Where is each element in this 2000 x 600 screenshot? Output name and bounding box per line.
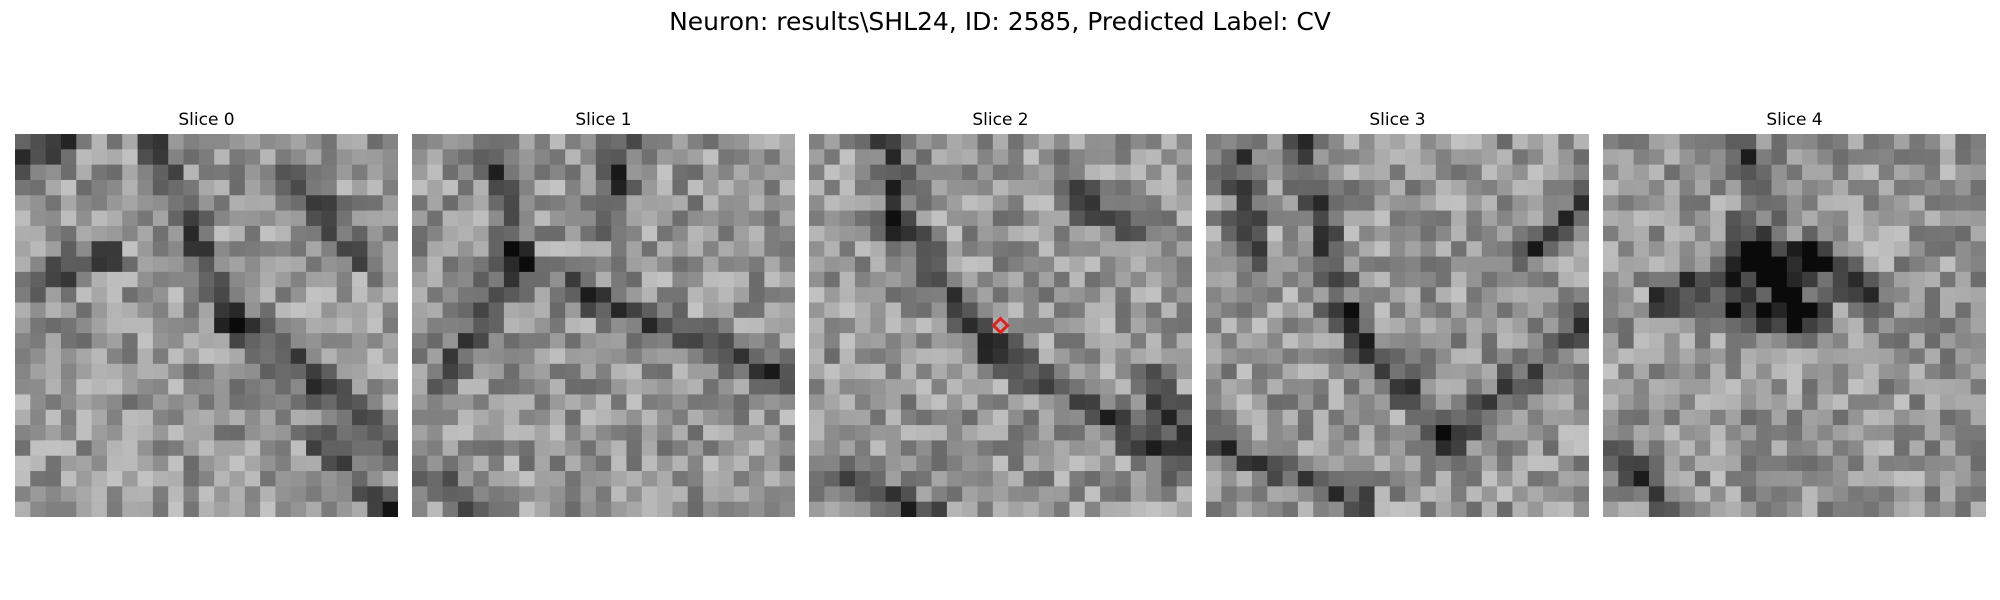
slice-image	[1603, 134, 1986, 517]
center-marker	[991, 316, 1010, 335]
slice-title: Slice 4	[1766, 110, 1823, 130]
slice-title: Slice 0	[178, 110, 235, 130]
slice-image	[1206, 134, 1589, 517]
figure-title: Neuron: results\SHL24, ID: 2585, Predict…	[669, 7, 1331, 36]
slice-image	[412, 134, 795, 517]
slice-title: Slice 1	[575, 110, 632, 130]
slice-title: Slice 2	[972, 110, 1029, 130]
slice-image	[809, 134, 1192, 517]
slice-title: Slice 3	[1369, 110, 1426, 130]
slice-image	[15, 134, 398, 517]
